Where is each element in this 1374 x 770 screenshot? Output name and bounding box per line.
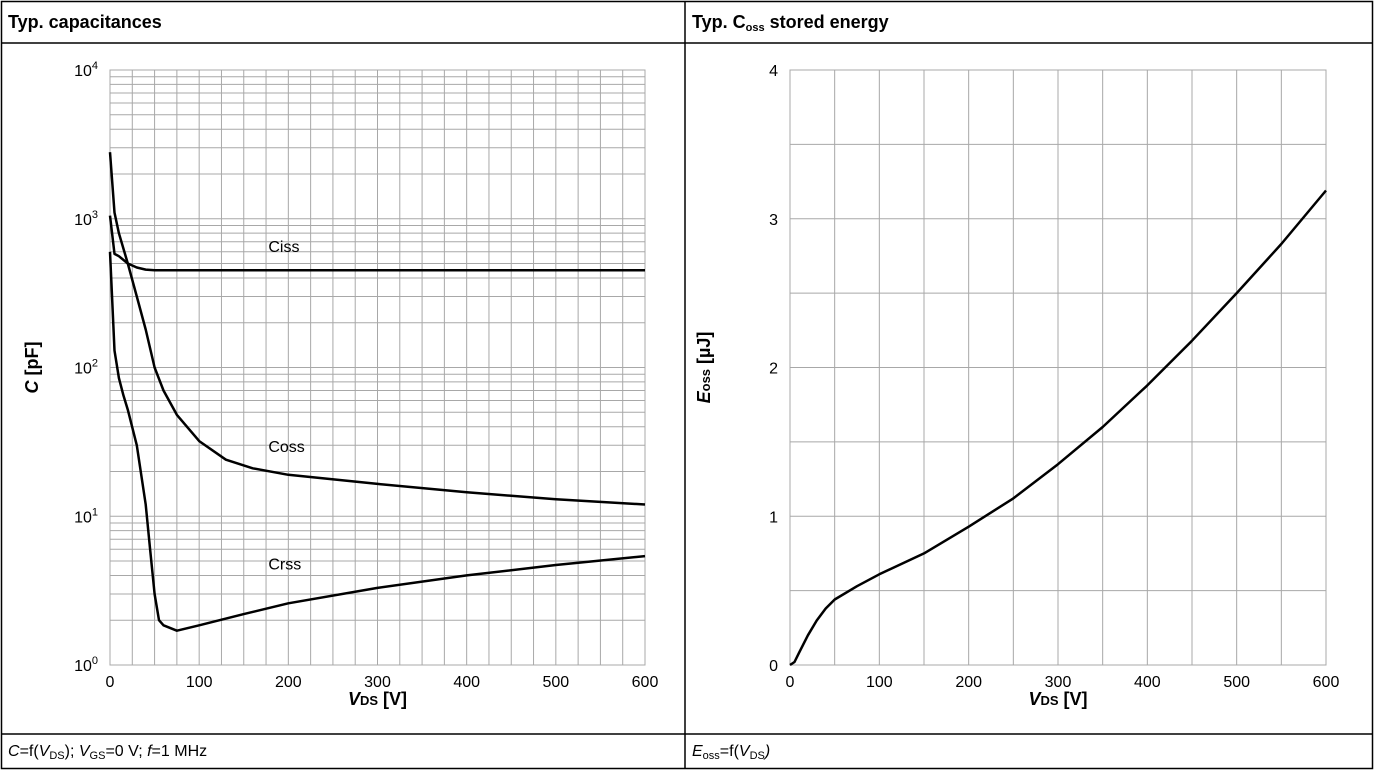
y-tick-label: 3: [769, 212, 778, 229]
x-tick-label: 100: [866, 674, 893, 691]
y-tick-label: 103: [74, 209, 98, 229]
series-label-ciss: Ciss: [268, 239, 299, 256]
series-label-coss: Coss: [268, 439, 304, 456]
x-tick-label: 0: [106, 674, 115, 691]
energy-chart: 0 100 200 300 400 500 600 0 1 2 3 4 VDS [V] Eoss [µJ]: [694, 63, 1340, 709]
y-axis-title: C [pF]: [22, 342, 42, 394]
y-tick-label: 4: [769, 63, 778, 80]
plot-area: [789, 69, 1327, 666]
x-tick-label: 200: [275, 674, 302, 691]
series-line-ciss: [108, 215, 645, 272]
series-line-crss: [108, 251, 646, 632]
left-panel-title: Typ. capacitances: [8, 12, 162, 32]
x-tick-label: 400: [453, 674, 480, 691]
y-tick-label: 100: [74, 655, 98, 675]
series-label-crss: Crss: [268, 556, 301, 573]
x-tick-label: 600: [632, 674, 659, 691]
series-line-coss: [108, 152, 646, 506]
x-axis-title: VDS [V]: [1028, 689, 1087, 709]
plot-area: [109, 69, 646, 666]
left-panel-caption: C=f(VDS); VGS=0 V; f=1 MHz: [8, 743, 208, 762]
x-axis-title: VDS [V]: [348, 689, 407, 709]
y-tick-label: 1: [769, 509, 778, 526]
y-tick-label: 102: [74, 358, 98, 378]
x-tick-label: 600: [1313, 674, 1340, 691]
y-tick-label: 101: [74, 506, 98, 526]
series-line-eoss: [789, 189, 1327, 667]
y-tick-label: 2: [769, 361, 778, 378]
y-tick-label: 104: [74, 60, 98, 80]
x-tick-label: 300: [364, 674, 391, 691]
x-tick-label: 100: [186, 674, 213, 691]
y-tick-label: 0: [769, 658, 778, 675]
x-tick-label: 200: [955, 674, 982, 691]
right-panel-title: Typ. Coss stored energy: [692, 12, 889, 34]
right-panel-caption: Eoss=f(VDS): [692, 743, 771, 762]
x-tick-label: 0: [786, 674, 795, 691]
x-tick-label: 400: [1134, 674, 1161, 691]
x-tick-label: 500: [1223, 674, 1250, 691]
x-tick-label: 500: [542, 674, 569, 691]
capacitance-chart: 0 100 200 300 400 500 600 100 101 102 103 104 VDS [V…: [22, 60, 659, 709]
y-axis-title: Eoss [µJ]: [694, 332, 714, 404]
x-tick-label: 300: [1045, 674, 1072, 691]
